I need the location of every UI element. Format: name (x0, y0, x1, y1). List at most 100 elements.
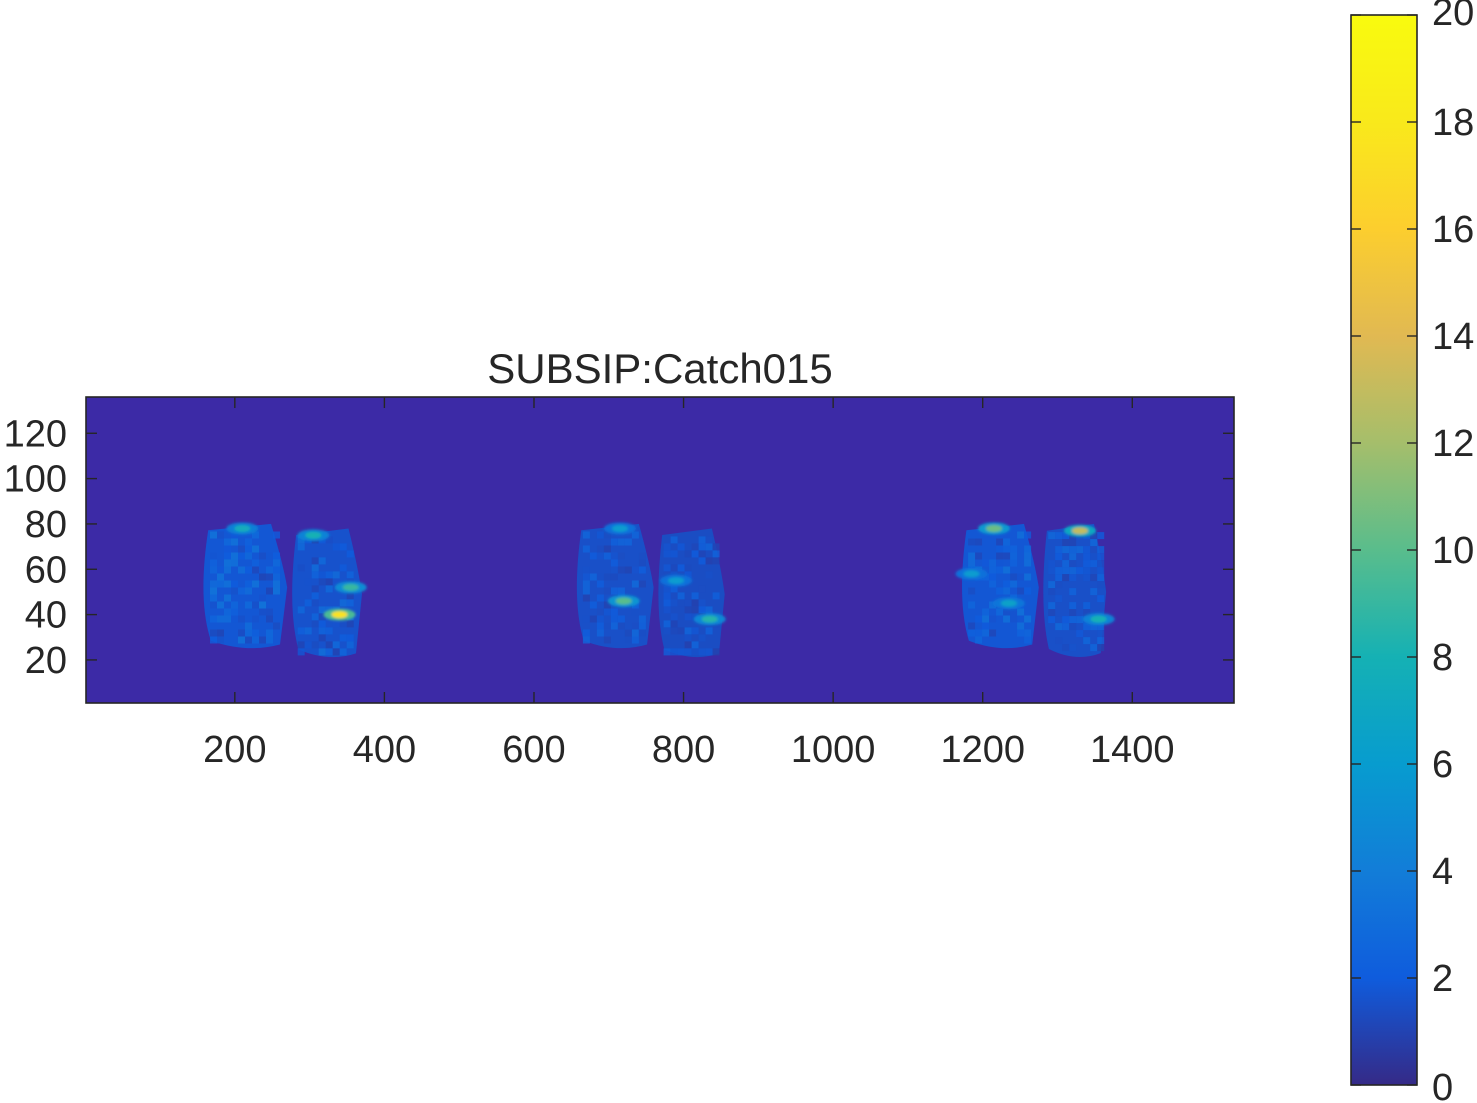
heatmap-cell (273, 566, 280, 574)
colorbar-tick-label: 16 (1432, 209, 1474, 251)
heatmap-cell (1003, 566, 1011, 574)
heatmap-cell (677, 599, 685, 607)
heatmap-cell (1048, 532, 1056, 540)
heatmap-cell (217, 531, 224, 539)
heatmap-cell (266, 615, 273, 623)
heatmap-cell (224, 608, 231, 616)
heatmap-cell (1062, 574, 1070, 582)
heatmap-cell (238, 615, 245, 623)
heatmap-cell (245, 636, 252, 644)
heatmap-cell (968, 601, 976, 609)
heatmap-cell (210, 566, 217, 574)
heatmap-cell (245, 566, 252, 574)
heatmap-cell (712, 550, 720, 558)
heatmap-cell (1055, 546, 1063, 554)
heatmap-cell (631, 629, 639, 637)
heatmap-cell (318, 557, 326, 565)
heatmap-cell (252, 615, 259, 623)
heatmap-cell (231, 580, 238, 588)
heatmap-cell (1069, 539, 1077, 547)
heatmap-cell (1097, 623, 1105, 631)
heatmap-cell (982, 608, 990, 616)
heatmap-cell (670, 536, 678, 544)
heatmap-cell (1017, 531, 1025, 539)
heatmap-cell (318, 578, 326, 586)
heatmap-cell (1048, 588, 1056, 596)
heatmap-cell (273, 552, 280, 560)
heatmap-cell (318, 620, 326, 628)
heatmap-cell (332, 641, 340, 649)
heatmap-cell (603, 601, 611, 609)
heatmap-cell (684, 564, 692, 572)
heatmap-cell (217, 580, 224, 588)
heatmap-cell (638, 615, 646, 623)
heatmap-cell (1083, 546, 1091, 554)
heatmap-cell (1069, 616, 1077, 624)
heatmap-cell (603, 531, 611, 539)
heatmap-cell (1097, 581, 1105, 589)
heatmap-cell (582, 587, 590, 595)
colorbar-tick-label: 0 (1432, 1067, 1453, 1103)
heatmap-cell (231, 615, 238, 623)
heatmap-cell (311, 571, 319, 579)
heatmap-cell (346, 571, 354, 579)
heatmap-cell (318, 648, 326, 656)
heatmap-cell (1097, 630, 1105, 638)
heatmap-cell (1090, 539, 1098, 547)
heatmap-cell (231, 601, 238, 609)
heatmap-cell (1003, 552, 1011, 560)
heatmap-cell (691, 627, 699, 635)
heatmap-cell (231, 531, 238, 539)
heatmap-cell (273, 622, 280, 630)
heatmap-cell (266, 608, 273, 616)
heatmap-cell (1083, 553, 1091, 561)
heatmap-cell (332, 620, 340, 628)
heatmap-cell (325, 641, 333, 649)
heatmap-cell (1069, 602, 1077, 610)
heatmap-cell (332, 648, 340, 656)
heatmap-cell (224, 566, 231, 574)
heatmap-cell (325, 606, 333, 614)
heatmap-cell (589, 615, 597, 623)
heatmap-cell (1055, 553, 1063, 561)
heatmap-cell (610, 566, 618, 574)
heatmap-cell (245, 601, 252, 609)
heatmap-cell (1069, 546, 1077, 554)
y-tick-label: 100 (4, 459, 67, 501)
heatmap-cell (238, 629, 245, 637)
heatmap-cell (698, 536, 706, 544)
heatmap-cell (1083, 567, 1091, 575)
heatmap-hotspot (1000, 599, 1017, 607)
heatmap-cell (231, 608, 238, 616)
heatmap-cell (610, 622, 618, 630)
y-tick-label: 60 (25, 549, 67, 591)
heatmap-cell (304, 578, 312, 586)
heatmap-cell (596, 622, 604, 630)
heatmap-cell (982, 573, 990, 581)
heatmap-cell (670, 648, 678, 656)
heatmap-hotspot (331, 611, 348, 619)
heatmap-cell (1048, 609, 1056, 617)
heatmap-cell (589, 601, 597, 609)
heatmap-cell (273, 580, 280, 588)
heatmap-cell (670, 599, 678, 607)
heatmap-cell (325, 536, 333, 544)
heatmap-cell (224, 615, 231, 623)
heatmap-cell (297, 641, 305, 649)
heatmap-cell (989, 559, 997, 567)
heatmap-cell (245, 629, 252, 637)
heatmap-cell (705, 627, 713, 635)
heatmap-cell (989, 615, 997, 623)
heatmap-cell (273, 559, 280, 567)
heatmap-cell (1090, 532, 1098, 540)
heatmap-cell (311, 564, 319, 572)
heatmap-cell (252, 531, 259, 539)
heatmap-cell (311, 641, 319, 649)
heatmap-cell (691, 648, 699, 656)
heatmap-cell (304, 627, 312, 635)
heatmap-cell (698, 634, 706, 642)
heatmap-cell (297, 606, 305, 614)
heatmap-cell (1097, 546, 1105, 554)
heatmap-cell (1017, 573, 1025, 581)
heatmap-cell (603, 608, 611, 616)
